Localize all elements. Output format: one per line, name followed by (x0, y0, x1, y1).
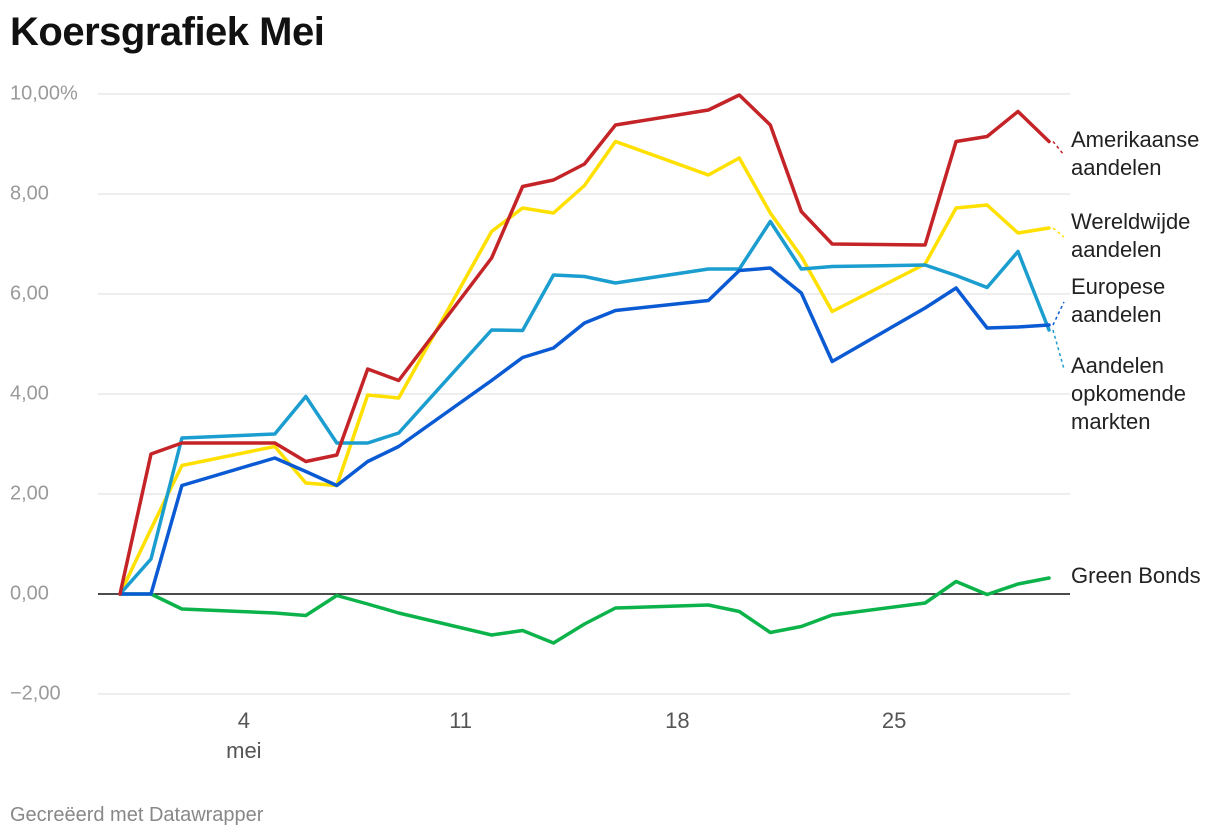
legend-entry: Green Bonds (1071, 563, 1201, 588)
series-line-green-bonds (118, 576, 1051, 645)
legend-label: aandelen (1071, 302, 1162, 327)
series-line-wereldwijde-aandelen (118, 139, 1051, 596)
y-tick-label: 4,00 (10, 382, 49, 404)
legend-label: Green Bonds (1071, 563, 1201, 588)
legend-leader (1052, 141, 1065, 156)
series-line-amerikaanse-aandelen (118, 93, 1051, 596)
legend-label: aandelen (1071, 155, 1162, 180)
line-chart: 10,00% 8,00 6,00 4,00 2,00 0,00 −2,00 4 mei 11 18… (10, 82, 1201, 763)
legend-entry: Aandelen opkomende markten (1052, 329, 1186, 434)
x-tick-label: 11 (449, 708, 472, 733)
legend-label: Wereldwijde (1071, 209, 1190, 234)
x-tick-sublabel: mei (226, 738, 261, 763)
footer-credit: Gecreëerd met Datawrapper (10, 804, 264, 826)
series-line-aandelen-opkomende-markten (118, 219, 1051, 596)
y-tick-label: 2,00 (10, 482, 49, 504)
series-lines (118, 93, 1051, 645)
legend-entry: Wereldwijde aandelen (1052, 209, 1190, 262)
x-tick-label: 25 (882, 708, 906, 733)
y-tick-label: −2,00 (10, 682, 61, 704)
legend-label: Aandelen (1071, 353, 1164, 378)
y-tick-label: 8,00 (10, 182, 49, 204)
x-axis-ticks: 4 mei 11 18 25 (226, 708, 906, 763)
legend-leader (1052, 329, 1065, 370)
y-tick-label: 0,00 (10, 582, 49, 604)
series-line-europese-aandelen (118, 266, 1051, 596)
legend-label: opkomende (1071, 381, 1186, 406)
y-axis-ticks: 10,00% 8,00 6,00 4,00 2,00 0,00 −2,00 (10, 82, 78, 704)
legend-leader (1052, 227, 1065, 238)
y-tick-label: 10,00% (10, 82, 78, 104)
legend-label: Amerikaanse (1071, 127, 1199, 152)
legend-entry: Europese aandelen (1052, 274, 1165, 327)
x-tick-label: 18 (665, 708, 689, 733)
legend-label: aandelen (1071, 237, 1162, 262)
chart-title: Koersgrafiek Mei (10, 10, 325, 54)
legend-entry: Amerikaanse aandelen (1052, 127, 1199, 180)
legend-leader (1052, 301, 1065, 326)
legend-label: markten (1071, 409, 1150, 434)
gridlines (98, 93, 1070, 695)
legend: AmerikaanseaandelenWereldwijdeaandelenEu… (1052, 127, 1201, 588)
legend-label: Europese (1071, 274, 1165, 299)
x-tick-label: 4 (238, 708, 250, 733)
y-tick-label: 6,00 (10, 282, 49, 304)
